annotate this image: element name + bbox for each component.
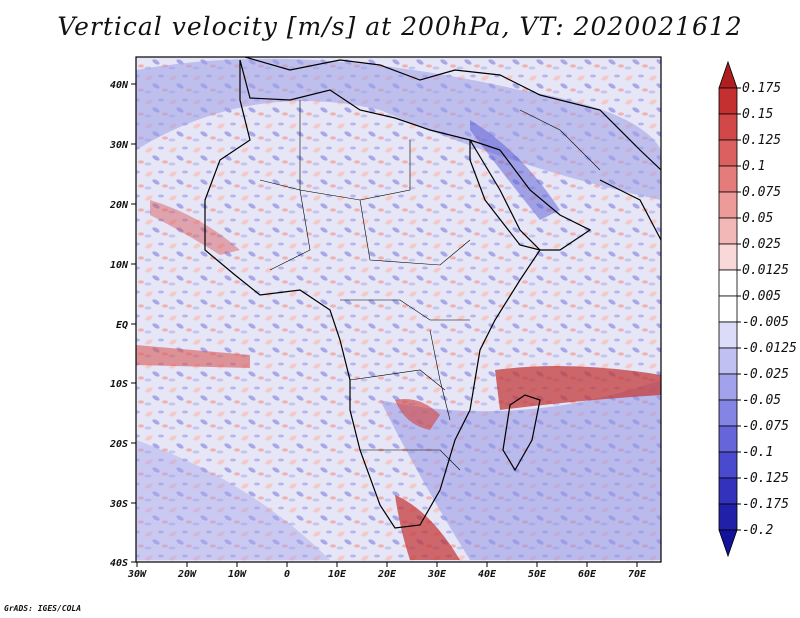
colorbar-label: -0.075 (742, 419, 789, 434)
colorbar-label: 0.15 (742, 107, 773, 122)
lon-tick: 60E (578, 562, 597, 580)
colorbar-label: 0.175 (742, 81, 781, 96)
colorbar-label: -0.1 (742, 445, 773, 460)
coastlines (204, 57, 661, 529)
map-area (135, 56, 662, 563)
lat-label: 10N (110, 260, 129, 271)
lon-label: 40E (478, 569, 497, 580)
lat-label: 40N (110, 80, 129, 91)
colorbar-segment (718, 425, 738, 453)
lat-tick: EQ (116, 320, 136, 331)
colorbar-label: -0.125 (742, 471, 789, 486)
colorbar-segment (718, 477, 738, 505)
colorbar-segment (718, 243, 738, 271)
colorbar-label: 0.1 (742, 159, 765, 174)
colorbar-segment (718, 503, 738, 531)
lat-tick: 20S (109, 439, 136, 450)
lon-label: 10E (328, 569, 347, 580)
longitude-axis: 30W 20W 10W 0 10E 20E 30E 40E 50E 60E 70… (127, 562, 647, 580)
lat-label: 20N (109, 200, 129, 211)
lat-label: 40S (110, 558, 128, 569)
colorbar-label: -0.0125 (742, 341, 797, 356)
lon-label: 30W (127, 569, 147, 580)
lon-tick: 20W (177, 562, 197, 580)
lat-tick: 10S (110, 379, 136, 390)
lat-label: 20S (109, 439, 128, 450)
lon-label: 20W (177, 569, 197, 580)
lon-tick: 70E (628, 562, 647, 580)
colorbar-label: -0.025 (742, 367, 789, 382)
colorbar-label: -0.005 (742, 315, 789, 330)
colorbar-label: 0.025 (742, 237, 781, 252)
colorbar-segment (718, 451, 738, 479)
latitude-axis: 40N 30N 20N 10N EQ 10S 20S 30S 40S (109, 80, 136, 569)
colorbar-segment (718, 399, 738, 427)
lat-label: EQ (116, 320, 128, 331)
colorbar-label: -0.175 (742, 497, 789, 512)
lon-label: 30E (427, 569, 447, 580)
colorbar-segment (718, 321, 738, 349)
country-borders (259, 100, 601, 471)
colorbar-segment (718, 217, 738, 245)
lat-label: 30N (109, 140, 129, 151)
lat-tick: 30S (109, 499, 136, 510)
lon-tick: 40E (478, 562, 497, 580)
lon-tick: 20E (377, 562, 397, 580)
lat-tick: 40S (110, 558, 136, 569)
colorbar-segment (718, 191, 738, 219)
lon-label: 60E (578, 569, 597, 580)
lon-tick: 0 (284, 562, 290, 580)
lon-tick: 30W (127, 562, 147, 580)
colorbar-segment (718, 87, 738, 115)
colorbar-arrow-top (718, 60, 738, 89)
colorbar-arrow-bottom (718, 529, 738, 558)
lat-tick: 10N (110, 260, 136, 271)
colorbar-segment (718, 165, 738, 193)
lat-label: 30S (109, 499, 128, 510)
colorbar-segment (718, 373, 738, 401)
colorbar-segment (718, 269, 738, 297)
lat-tick: 40N (110, 80, 136, 91)
colorbar-segment (718, 347, 738, 375)
lon-label: 20E (377, 569, 397, 580)
colorbar-label: 0.075 (742, 185, 781, 200)
lat-label: 10S (110, 379, 128, 390)
lon-tick: 30E (427, 562, 447, 580)
map-title: Vertical velocity [m/s] at 200hPa, VT: 2… (57, 12, 743, 41)
lon-tick: 10E (328, 562, 347, 580)
lat-tick: 30N (109, 140, 136, 151)
colorbar-label: 0.125 (742, 133, 781, 148)
colorbar-label: 0.05 (742, 211, 773, 226)
credit-text: GrADS: IGES/COLA (4, 604, 82, 613)
colorbar-label: -0.05 (742, 393, 781, 408)
lon-label: 10W (228, 569, 247, 580)
colorbar-segment (718, 295, 738, 323)
colorbar-label: 0.0125 (742, 263, 789, 278)
colorbar-segment (718, 113, 738, 141)
colorbar-label: 0.005 (742, 289, 781, 304)
map-frame (135, 56, 662, 563)
lon-label: 50E (528, 569, 547, 580)
lat-tick: 20N (109, 200, 136, 211)
colorbar: 0.175 0.15 0.125 0.1 0.075 0.05 0.025 0.0125 0.0… (718, 60, 797, 558)
lon-label: 0 (284, 569, 290, 580)
lon-tick: 10W (228, 562, 247, 580)
colorbar-segment (718, 139, 738, 167)
lon-label: 70E (628, 569, 647, 580)
lon-tick: 50E (528, 562, 547, 580)
colorbar-label: -0.2 (742, 523, 773, 538)
